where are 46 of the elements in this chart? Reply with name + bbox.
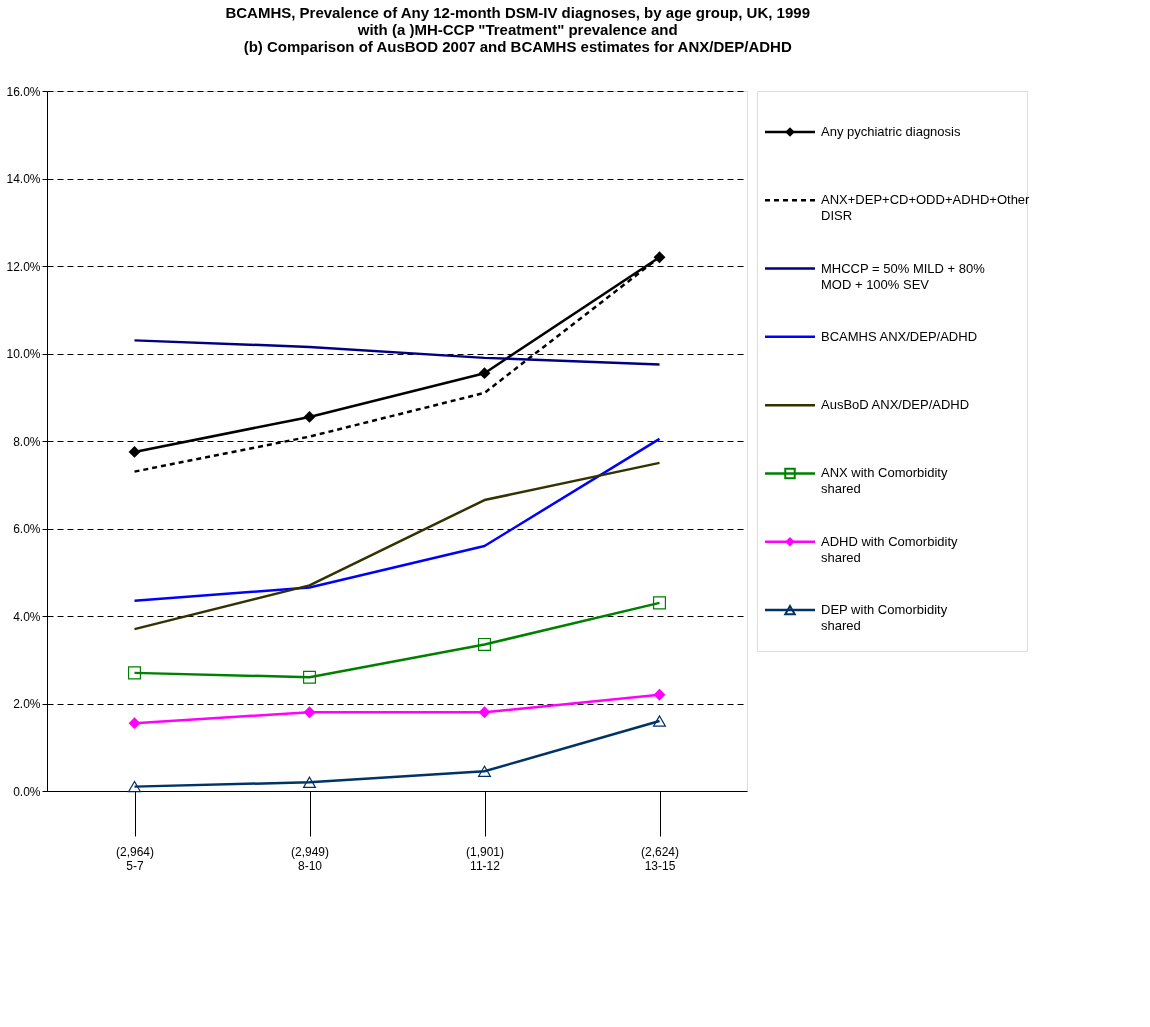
line-series <box>133 461 661 631</box>
text: with (a )MH-CCP "Treatment" prevalence and <box>357 20 678 38</box>
x-tick-label: 11-12 <box>470 858 501 873</box>
text: (2,949) <box>290 844 330 859</box>
legend-label: ADHD with Comorbidity shared <box>821 533 959 565</box>
point <box>653 688 666 701</box>
legend-label: DEP with Comorbidity shared <box>821 602 948 634</box>
x-tick-label: 5-7 <box>126 858 144 873</box>
y-tick-label: 8.0% <box>13 434 41 449</box>
legend-label: AusBoD ANX/DEP/ADHD <box>821 397 970 413</box>
point <box>477 637 492 651</box>
y-tick-label: 6.0% <box>13 522 41 536</box>
legend-label: MHCCP = 50% MILD + 80% MOD + 100% SEV <box>821 260 986 292</box>
line-series <box>133 339 661 366</box>
y-tick-label: 0.0% <box>13 784 41 799</box>
text: (b) Comparison of AusBOD 2007 and BCAMHS estimates for ANX/DEP/ADHD <box>243 37 792 55</box>
y-tick-label: 2.0% <box>13 697 41 711</box>
point <box>303 411 316 423</box>
y-tick-label: 14.0% <box>6 172 41 186</box>
x-tick-label: 13-15 <box>644 858 676 873</box>
point <box>477 765 492 778</box>
line-series <box>133 437 661 602</box>
legend-label: Any pychiatric diagnosis <box>821 123 961 139</box>
point <box>127 780 142 793</box>
point <box>652 715 667 727</box>
text: (2,624) <box>640 844 680 859</box>
point <box>302 776 317 788</box>
legend-label: BCAMHS ANX/DEP/ADHD <box>821 328 978 344</box>
text: BCAMHS, Prevalence of Any 12-month DSM-IV diagnoses, by age group, UK, 1999 <box>225 3 810 21</box>
point <box>652 596 667 610</box>
y-tick-label: 16.0% <box>6 84 41 99</box>
point <box>128 446 141 458</box>
point <box>303 706 316 719</box>
point <box>127 666 142 680</box>
y-tick-label: 4.0% <box>13 609 41 624</box>
legend-label: ANX+DEP+CD+ODD+ADHD+Other DISR <box>821 192 1031 224</box>
text: (1,901) <box>465 844 505 859</box>
x-tick-label: 8-10 <box>297 858 323 873</box>
point <box>478 367 491 380</box>
y-tick-label: 12.0% <box>6 259 41 274</box>
text: (2,964) <box>115 844 155 859</box>
y-tick-label: 10.0% <box>6 347 41 361</box>
legend-label: ANX with Comorbidity shared <box>821 465 948 497</box>
point <box>302 670 317 684</box>
point <box>478 706 491 719</box>
point <box>128 717 141 730</box>
